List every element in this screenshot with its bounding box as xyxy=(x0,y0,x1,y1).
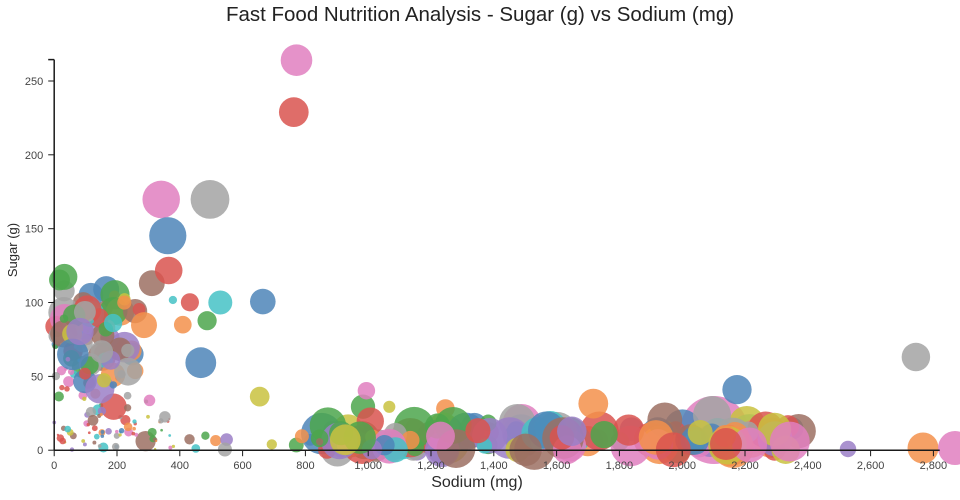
svg-text:0: 0 xyxy=(37,445,43,457)
svg-text:600: 600 xyxy=(233,460,251,472)
svg-text:800: 800 xyxy=(296,460,314,472)
svg-text:2,400: 2,400 xyxy=(794,460,822,472)
svg-text:400: 400 xyxy=(171,460,189,472)
svg-text:1,000: 1,000 xyxy=(354,460,382,472)
svg-text:1,600: 1,600 xyxy=(543,460,571,472)
svg-text:200: 200 xyxy=(108,460,126,472)
svg-text:150: 150 xyxy=(25,224,43,236)
svg-text:200: 200 xyxy=(25,150,43,162)
svg-text:250: 250 xyxy=(25,76,43,88)
svg-text:1,400: 1,400 xyxy=(480,460,508,472)
svg-text:2,600: 2,600 xyxy=(857,460,885,472)
svg-text:2,800: 2,800 xyxy=(920,460,948,472)
svg-text:50: 50 xyxy=(31,371,43,383)
svg-text:0: 0 xyxy=(51,460,57,472)
svg-text:100: 100 xyxy=(25,298,43,310)
svg-text:2,200: 2,200 xyxy=(731,460,759,472)
svg-text:1,200: 1,200 xyxy=(417,460,445,472)
svg-text:2,000: 2,000 xyxy=(668,460,696,472)
svg-text:1,800: 1,800 xyxy=(606,460,634,472)
